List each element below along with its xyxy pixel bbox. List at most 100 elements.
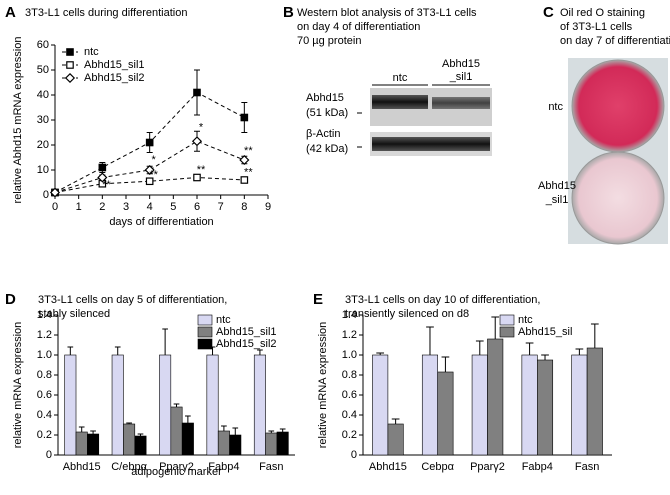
y-tick-label: 30 — [37, 114, 49, 126]
error-bar — [441, 356, 450, 372]
error-bar — [590, 323, 599, 348]
legend-label: Abhd15_sil1 — [216, 326, 277, 338]
lane-label: Abhd15 — [442, 58, 480, 70]
bar — [586, 347, 603, 456]
well-dish — [571, 59, 665, 153]
bar — [159, 354, 172, 456]
band-label: β-Actin — [306, 128, 340, 140]
y-tick-label: 0.4 — [37, 409, 52, 421]
lane-label: ntc — [393, 72, 408, 84]
marker — [145, 177, 154, 186]
y-tick-label: 1.4 — [37, 309, 52, 321]
error-bar — [126, 422, 132, 424]
y-tick-label: 20 — [37, 139, 49, 151]
error-bar — [376, 352, 385, 355]
band-label: (42 kDa) — [306, 143, 348, 155]
bar — [536, 359, 554, 456]
bar — [372, 354, 389, 456]
panel-letter: E — [313, 291, 323, 308]
y-tick-label: 0.2 — [37, 429, 52, 441]
x-tick-label: 3 — [123, 201, 129, 213]
legend-swatch — [197, 326, 213, 338]
marker — [98, 163, 107, 172]
bar — [181, 422, 194, 456]
x-tick-label: 4 — [147, 201, 153, 213]
significance-mark: ** — [244, 166, 253, 178]
legend-swatch — [499, 314, 515, 326]
bar — [206, 354, 219, 456]
error-bar — [491, 316, 500, 339]
bar — [571, 354, 588, 456]
x-tick-label: 5 — [170, 201, 176, 213]
legend-marker — [66, 61, 74, 69]
panel-title: Oil red O staining — [560, 7, 645, 19]
y-axis-label: relative Abhd15 mRNA expression — [12, 37, 24, 204]
bar — [87, 433, 100, 456]
x-tick-label: Cebpα — [421, 461, 454, 473]
x-tick-label: Pparγ2 — [470, 461, 505, 473]
y-axis-label: relative mRNA expression — [317, 322, 329, 449]
bar — [487, 338, 504, 456]
blot-band — [372, 137, 490, 151]
marker — [145, 138, 154, 147]
panel-letter: A — [5, 4, 16, 21]
y-tick-label: 1.2 — [37, 329, 52, 341]
bar — [229, 434, 242, 456]
chart-title: transiently silenced on d8 — [345, 308, 469, 320]
x-tick-label: Abhd15 — [63, 461, 101, 473]
marker — [193, 88, 201, 97]
x-tick-label: Abhd15 — [369, 461, 407, 473]
error-bar — [67, 346, 74, 355]
y-tick-label: 0.8 — [37, 369, 52, 381]
error-bar — [185, 415, 191, 423]
y-tick-label: 60 — [37, 39, 49, 51]
y-tick-label: 0 — [351, 449, 357, 461]
x-tick-label: 9 — [265, 201, 271, 213]
panel-letter: D — [5, 291, 16, 308]
blot-band — [372, 95, 428, 109]
x-tick-label: 0 — [52, 201, 58, 213]
chart-title: 3T3-L1 cells on day 10 of differentiatio… — [345, 294, 540, 306]
y-axis-label: relative mRNA expression — [12, 322, 24, 449]
error-bar — [232, 427, 239, 435]
bar — [387, 423, 404, 456]
bar — [471, 354, 488, 456]
bar — [123, 423, 136, 456]
y-tick-label: 0.6 — [342, 389, 357, 401]
bar — [134, 435, 147, 456]
series-line — [54, 140, 245, 193]
legend-label: ntc — [216, 314, 231, 326]
legend-label: Abhd15_sil — [518, 326, 572, 338]
bar — [111, 354, 124, 456]
x-tick-label: 7 — [218, 201, 224, 213]
x-tick-label: 2 — [99, 201, 105, 213]
y-tick-label: 0.2 — [342, 429, 357, 441]
x-tick-label: Fabp4 — [208, 461, 239, 473]
error-bar — [575, 348, 584, 355]
legend-label: ntc — [84, 46, 99, 58]
marker — [240, 113, 249, 122]
x-tick-label: Fasn — [575, 461, 599, 473]
bar — [253, 354, 266, 456]
marker — [49, 187, 61, 198]
bar — [421, 354, 438, 456]
error-bar — [114, 346, 121, 355]
y-tick-label: 0 — [46, 449, 52, 461]
panel-title: of 3T3-L1 cells — [560, 21, 633, 33]
error-bar — [137, 433, 144, 436]
bar — [521, 354, 538, 456]
legend-label: ntc — [518, 314, 533, 326]
legend-swatch — [499, 326, 515, 338]
error-bar — [221, 425, 227, 431]
marker — [97, 172, 108, 183]
legend-marker — [66, 48, 74, 56]
panel-title: on day 7 of differentiation — [560, 35, 670, 47]
bar — [265, 432, 278, 456]
legend-marker — [64, 72, 76, 84]
y-tick-label: 1.4 — [342, 309, 357, 321]
marker — [191, 136, 203, 147]
legend-swatch — [197, 338, 213, 350]
x-tick-label: 8 — [241, 201, 247, 213]
marker — [240, 176, 249, 184]
bar — [170, 406, 183, 456]
